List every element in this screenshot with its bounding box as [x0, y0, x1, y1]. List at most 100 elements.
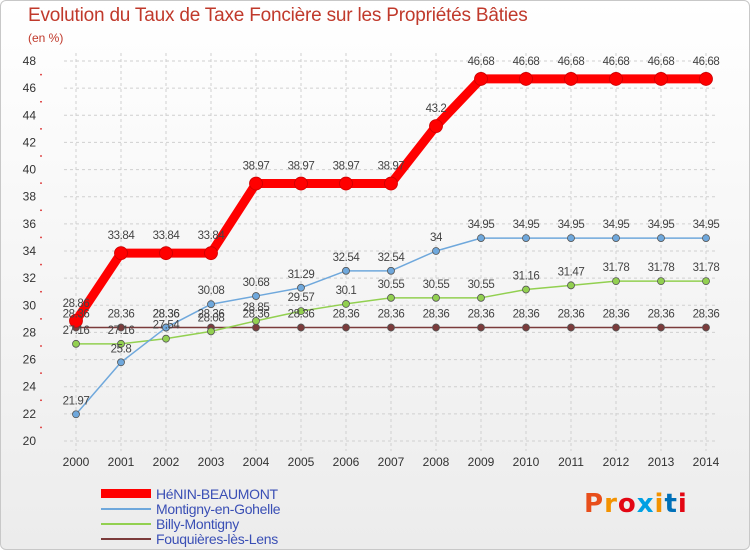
- legend: HéNIN-BEAUMONT Montigny-en-Gohelle Billy-M…: [101, 485, 281, 547]
- data-point: [72, 339, 80, 348]
- data-label: 33.84: [153, 230, 181, 242]
- data-point: [252, 316, 260, 325]
- data-point: [567, 281, 575, 290]
- data-label: 38.97: [378, 161, 405, 173]
- legend-item: Billy-Montigny: [101, 515, 280, 532]
- unit-label: (en %): [28, 31, 64, 45]
- data-label: 28.36: [288, 309, 315, 321]
- y-tick-label: 40: [23, 163, 37, 177]
- y-tick-label: 24: [23, 380, 37, 394]
- data-point: [429, 119, 443, 134]
- data-point: [342, 300, 350, 308]
- data-point: [564, 72, 578, 86]
- data-point: [432, 323, 440, 332]
- data-label: 28.08: [198, 312, 225, 324]
- data-point: [432, 247, 440, 255]
- data-label: 30.55: [423, 279, 450, 291]
- data-point: [699, 72, 713, 86]
- data-label: 28.85: [243, 302, 270, 314]
- data-label: 34.95: [648, 219, 675, 231]
- legend-item: Montigny-en-Gohelle: [101, 501, 281, 517]
- y-tick-label: 26: [23, 353, 37, 367]
- data-point: [702, 323, 710, 332]
- logo-letter: P: [584, 489, 605, 519]
- logo-letter: t: [664, 489, 678, 519]
- data-label: 38.97: [333, 161, 360, 173]
- data-label: 46.68: [513, 56, 540, 68]
- data-point: [474, 72, 488, 86]
- legend-label: HéNIN-BEAUMONT: [156, 485, 278, 502]
- proxiti-logo: Proxiti: [584, 489, 688, 519]
- data-point: [657, 323, 665, 332]
- x-tick-label: 2007: [378, 455, 405, 469]
- data-label: 25.8: [111, 343, 132, 355]
- legend-label: Billy-Montigny: [156, 515, 239, 532]
- data-label: 28.36: [153, 309, 180, 321]
- data-label: 27.54: [153, 320, 181, 332]
- y-tick-label: 38: [23, 190, 37, 204]
- data-point: [72, 410, 80, 419]
- data-point: [477, 323, 485, 332]
- data-point: [207, 327, 215, 336]
- data-label: 34.95: [513, 219, 540, 231]
- data-point: [297, 323, 305, 332]
- data-point: [297, 283, 305, 292]
- logo-letter: x: [636, 489, 655, 519]
- data-label: 28.36: [513, 309, 540, 321]
- x-tick-label: 2013: [648, 455, 675, 469]
- data-label: 46.68: [648, 56, 675, 68]
- data-label: 46.68: [603, 56, 630, 68]
- data-point: [477, 234, 485, 243]
- data-label: 28.36: [648, 309, 675, 321]
- data-point: [117, 339, 125, 348]
- data-label: 33.84: [108, 230, 136, 242]
- data-point: [657, 234, 665, 243]
- data-label: 38.97: [288, 161, 315, 173]
- y-tick-label: 32: [23, 271, 37, 285]
- data-point: [612, 277, 620, 286]
- data-label: 34.95: [468, 219, 495, 231]
- data-point: [114, 246, 128, 261]
- data-label: 30.55: [378, 279, 405, 291]
- data-label: 31.47: [558, 266, 585, 278]
- y-tick-label: 44: [23, 108, 37, 122]
- x-tick-label: 2011: [558, 455, 584, 469]
- data-label: 28.86: [63, 298, 90, 310]
- data-label: 30.1: [336, 285, 357, 297]
- data-label: 28.36: [423, 309, 450, 321]
- x-tick-label: 2008: [423, 455, 450, 469]
- x-tick-label: 2002: [153, 455, 180, 469]
- legend-swatch: [101, 489, 151, 498]
- data-point: [117, 358, 125, 367]
- data-point: [567, 234, 575, 243]
- data-point: [249, 176, 263, 191]
- x-tick-label: 2004: [243, 455, 270, 469]
- data-label: 31.78: [603, 262, 630, 274]
- data-point: [522, 323, 530, 332]
- data-point: [387, 323, 395, 332]
- data-label: 38.97: [243, 161, 270, 173]
- data-label: 34.95: [603, 219, 630, 231]
- data-label: 28.36: [63, 309, 90, 321]
- data-point: [162, 323, 170, 332]
- data-point: [612, 234, 620, 243]
- y-tick-label: 36: [23, 217, 37, 231]
- data-label: 43.2: [426, 103, 447, 115]
- logo-letter: o: [617, 489, 637, 519]
- legend-item: HéNIN-BEAUMONT: [101, 485, 280, 502]
- y-tick-label: 22: [23, 407, 37, 421]
- data-point: [297, 307, 305, 316]
- legend-swatch: [101, 537, 151, 540]
- data-label: 31.78: [648, 262, 675, 274]
- data-label: 34: [430, 232, 443, 244]
- data-point: [519, 72, 533, 86]
- data-point: [702, 234, 710, 243]
- data-label: 32.54: [378, 252, 406, 264]
- x-tick-label: 2000: [63, 455, 90, 469]
- logo-letter: i: [654, 489, 665, 519]
- data-label: 28.36: [243, 309, 270, 321]
- data-label: 31.16: [513, 271, 540, 283]
- data-point: [432, 293, 440, 302]
